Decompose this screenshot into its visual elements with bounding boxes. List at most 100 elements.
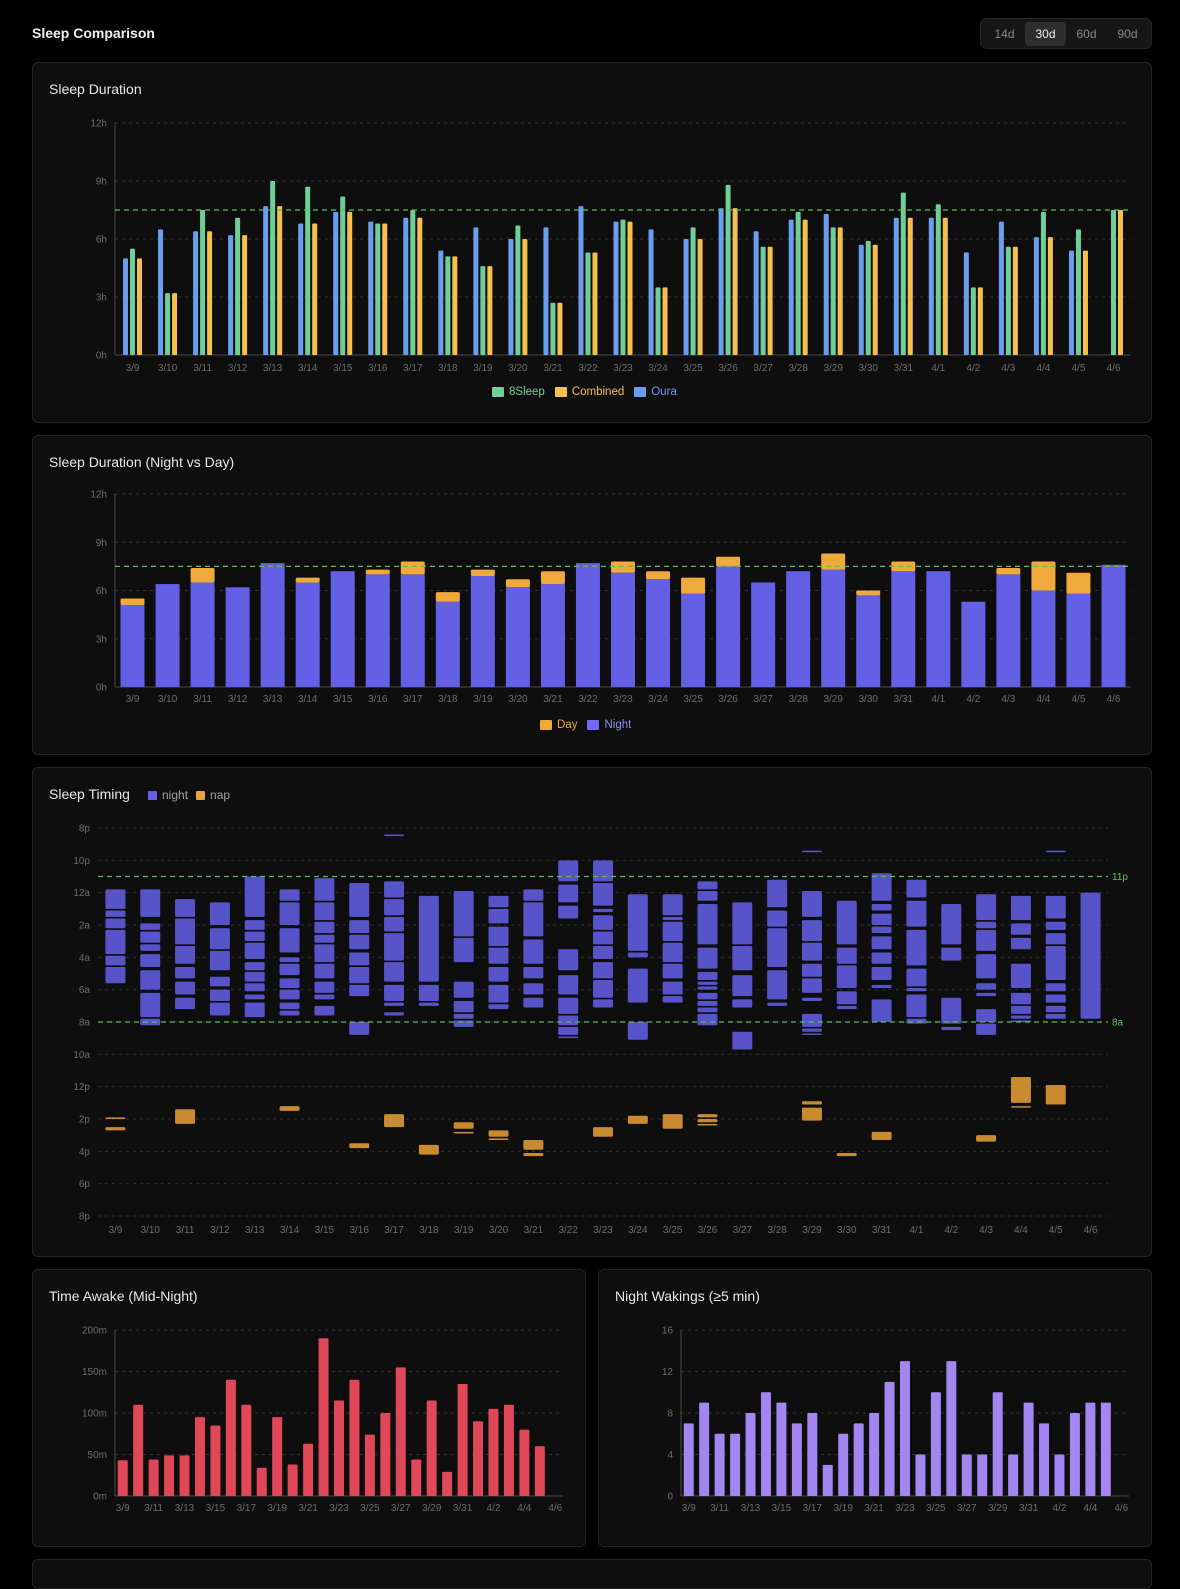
- timing-night-block: [697, 986, 718, 990]
- duration-bar-8sleep: [690, 227, 696, 355]
- wakings-bar: [930, 1392, 941, 1496]
- duration-x-tick: 3/11: [193, 363, 212, 374]
- duration-bar-combined: [277, 206, 283, 355]
- wakings-bar: [1069, 1413, 1080, 1496]
- timing-night-block: [523, 889, 544, 901]
- timing-night-block: [593, 962, 613, 979]
- legend-8sleep[interactable]: 8Sleep: [492, 386, 545, 398]
- wakings-bar: [730, 1433, 741, 1496]
- timing-night-block: [732, 999, 753, 1008]
- nightday-x-tick: 3/28: [788, 694, 808, 705]
- timing-night-block: [384, 899, 405, 916]
- wakings-x-tick: 3/21: [864, 1503, 884, 1514]
- nightday-bar-day: [120, 598, 145, 605]
- range-60d-button[interactable]: 60d: [1076, 26, 1097, 41]
- duration-bar-combined: [137, 258, 143, 355]
- timing-night-block: [384, 984, 405, 1001]
- sleep-timing-title: Sleep Timing: [49, 786, 130, 802]
- range-14d-button[interactable]: 14d: [994, 26, 1015, 41]
- legend-combined[interactable]: Combined: [554, 386, 624, 398]
- wakings-x-tick: 3/9: [682, 1503, 696, 1514]
- timing-night-block: [662, 996, 683, 1003]
- timing-night-block: [453, 981, 474, 998]
- wakings-y-tick: 4: [667, 1450, 673, 1461]
- awake-bar: [349, 1379, 360, 1496]
- wakings-x-tick: 3/13: [741, 1503, 761, 1514]
- awake-bar: [519, 1429, 530, 1496]
- nightday-x-tick: 4/2: [966, 694, 980, 705]
- awake-bar: [411, 1459, 422, 1496]
- timing-night-block: [906, 968, 927, 987]
- duration-x-tick: 3/16: [368, 363, 388, 374]
- range-30d-button[interactable]: 30d: [1025, 21, 1066, 46]
- duration-bar-oura: [193, 231, 199, 355]
- wakings-bar: [822, 1464, 833, 1496]
- duration-bar-oura: [718, 208, 724, 355]
- timing-night-block: [697, 971, 718, 980]
- sleep-timing-chart: 8p 10p 12a 2a 4a 6a 8a 10a 12p 2p 4p 6p 8p 3/9 3/10 3/1…: [73, 824, 1128, 1237]
- legend-8sleep-swatch: [492, 387, 504, 397]
- wakings-bar: [900, 1361, 910, 1496]
- night-wakings-card: Night Wakings (≥5 min) 0 4 8 12 16 3/9 3/11 3/1…: [598, 1269, 1152, 1547]
- timing-night-block: [558, 997, 579, 1014]
- nightday-bar-night: [400, 574, 425, 687]
- timing-night-block: [279, 1002, 300, 1010]
- timing-nap-block: [453, 1131, 474, 1134]
- timing-night-block: [279, 978, 300, 989]
- timing-night-block: [384, 1012, 405, 1016]
- awake-bar: [148, 1459, 159, 1496]
- duration-bar-combined: [627, 221, 633, 355]
- duration-x-tick: 3/27: [753, 363, 773, 374]
- duration-bar-combined: [452, 256, 458, 355]
- timing-night-block: [453, 1000, 474, 1013]
- timing-nap-block: [418, 1144, 439, 1155]
- wakings-bar: [776, 1402, 787, 1496]
- timing-nap-block: [976, 1135, 997, 1142]
- nightday-bar-day: [681, 577, 706, 594]
- timing-night-block: [140, 1018, 161, 1026]
- timing-night-block: [976, 954, 997, 979]
- duration-bar-combined: [347, 211, 353, 355]
- timing-night-block: [209, 989, 230, 1001]
- timing-x-tick: 3/22: [558, 1225, 578, 1236]
- duration-bar-oura: [753, 231, 759, 355]
- nightday-bar-night: [365, 574, 390, 687]
- duration-bar-8sleep: [410, 210, 416, 355]
- timing-night-block: [732, 1031, 753, 1050]
- timing-night-block: [244, 876, 265, 917]
- range-90d-button[interactable]: 90d: [1117, 26, 1138, 41]
- nightday-x-tick: 3/23: [613, 694, 633, 705]
- sleep-duration-card: Sleep Duration 0h 3h 6h 9h 12h 3/9 3/10 3/11 3/1…: [32, 62, 1152, 423]
- duration-bar-oura: [788, 219, 794, 355]
- legend-day[interactable]: Day: [540, 719, 577, 731]
- duration-bar-8sleep: [900, 192, 906, 355]
- nightday-bar-night: [1066, 593, 1091, 687]
- legend-oura[interactable]: Oura: [634, 386, 677, 398]
- duration-bar-oura: [123, 258, 129, 355]
- timing-night-block: [871, 926, 892, 934]
- timing-nap-block: [801, 1101, 822, 1105]
- timing-night-block: [976, 992, 997, 997]
- legend-night-timing[interactable]: night: [148, 788, 188, 802]
- duration-bar-8sleep: [165, 293, 171, 355]
- timing-night-block: [662, 942, 683, 963]
- duration-bar-combined: [242, 235, 248, 355]
- timing-night-block: [801, 891, 822, 917]
- timing-night-block: [1080, 892, 1101, 1019]
- nightday-bar-night: [505, 587, 530, 687]
- legend-nap-timing[interactable]: nap: [196, 788, 230, 802]
- timing-night-block: [175, 918, 196, 945]
- nightday-bar-day: [1066, 572, 1091, 594]
- timing-night-block: [906, 879, 927, 898]
- nightday-bar-night: [751, 582, 776, 687]
- legend-night[interactable]: Night: [587, 719, 631, 731]
- timing-night-block: [523, 967, 544, 979]
- nightday-x-tick: 3/29: [823, 694, 843, 705]
- timing-night-block: [662, 894, 683, 916]
- duration-bar-combined: [382, 223, 388, 355]
- awake-bar: [210, 1425, 221, 1496]
- night-vs-day-chart: 0h 3h 6h 9h 12h 3/9 3/10 3/11 3/12 3/13 3/14 3/15 3/…: [90, 490, 1131, 705]
- wakings-bar: [745, 1413, 756, 1496]
- awake-bar: [241, 1404, 252, 1496]
- timing-y-tick: 6a: [79, 985, 91, 996]
